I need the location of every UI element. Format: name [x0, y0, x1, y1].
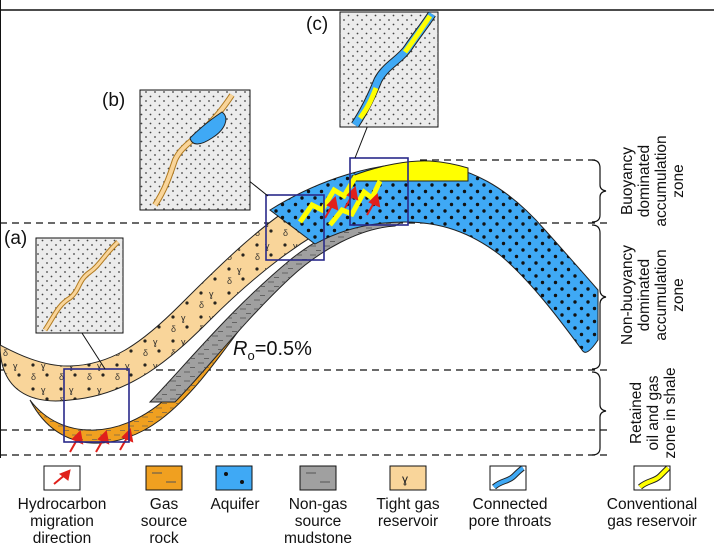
legend-line: pore throats	[468, 513, 552, 530]
legend-label-migration: Hydrocarbon migration direction	[2, 496, 122, 547]
vitrinite-reflectance-label: Ro=0.5%	[233, 338, 312, 363]
legend-line: rock	[149, 530, 179, 547]
legend-line: gas reservoir	[607, 513, 697, 530]
zone-label-line: oil and gas	[645, 375, 662, 451]
legend-line: source	[294, 513, 342, 530]
inset-a	[35, 237, 124, 334]
legend-label-mudstone: Non-gas source mudstone	[278, 496, 358, 547]
legend-label-pore-throats: Connected pore throats	[462, 496, 558, 530]
legend-line: Connected	[472, 496, 548, 513]
zone-braces	[591, 159, 607, 456]
zone-label-non-buoyancy: Non-buoyancy dominated accumulation zone	[619, 220, 691, 370]
zone-label-line: zone	[670, 278, 687, 312]
legend-line: Non-gas	[288, 496, 348, 513]
svg-text:ɣ: ɣ	[402, 472, 408, 486]
zone-label-line: zone in shale	[662, 367, 679, 459]
legend-label-gas-source: Gas source rock	[134, 496, 194, 547]
gas-pathways	[297, 174, 383, 227]
legend-line: migration	[30, 513, 94, 530]
legend-swatches: ɣ	[43, 465, 671, 491]
zone-label-line: Non-buoyancy	[619, 245, 636, 345]
ro-subscript: o	[247, 348, 255, 363]
legend-line: Conventional	[606, 496, 698, 513]
legend-line: Gas	[149, 496, 179, 513]
zone-label-line: dominated	[636, 258, 653, 332]
zone-label-line: Retained	[628, 381, 645, 445]
panel-label-b: (b)	[102, 90, 126, 111]
legend-line: Aquifer	[210, 496, 260, 513]
panel-label-c: (c)	[306, 14, 329, 35]
ro-symbol: R	[233, 338, 248, 360]
legend-line: reservoir	[377, 513, 439, 530]
legend-label-aquifer: Aquifer	[200, 496, 270, 513]
legend-line: Hydrocarbon	[17, 496, 107, 513]
legend-line: mudstone	[283, 530, 353, 547]
legend-line: direction	[32, 530, 92, 547]
inset-c	[339, 11, 439, 128]
conventional-gas-cap	[351, 160, 469, 182]
legend-line: source	[140, 513, 188, 530]
inset-b	[139, 89, 251, 211]
legend-label-conventional: Conventional gas reservoir	[596, 496, 708, 530]
legend-line: Tight gas	[376, 496, 440, 513]
zoom-boxes	[63, 157, 409, 443]
zone-label-line: accumulation	[653, 249, 670, 341]
ro-value: =0.5%	[254, 338, 312, 360]
legend-label-tight-gas: Tight gas reservoir	[368, 496, 448, 530]
zone-label-retained: Retained oil and gas zone in shale	[628, 358, 682, 468]
panel-label-a: (a)	[4, 228, 28, 249]
